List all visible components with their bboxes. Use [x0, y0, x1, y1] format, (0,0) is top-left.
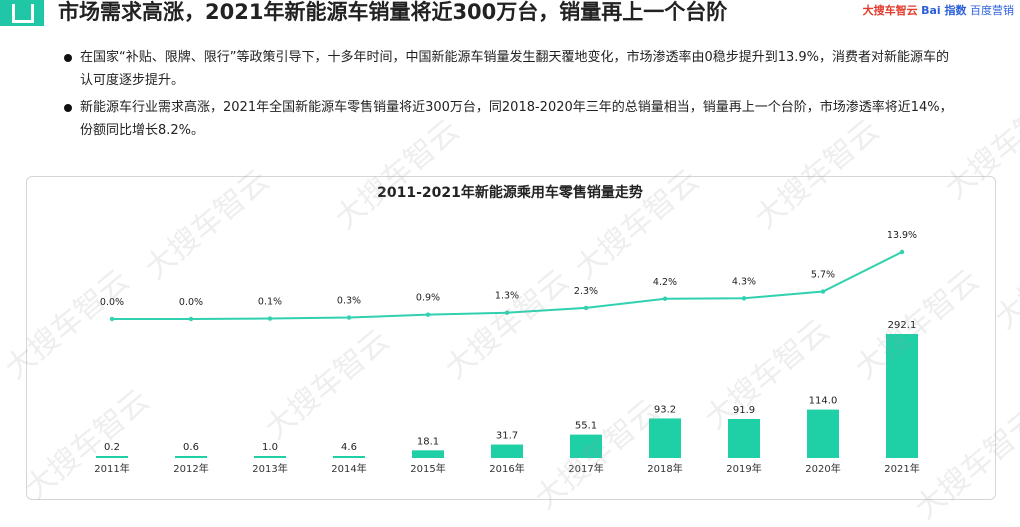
bullet-dot-icon — [64, 54, 72, 62]
bullet-list: 在国家“补贴、限牌、限行”等政策引导下，十多年时间，中国新能源车销量发生翻天覆地… — [64, 46, 954, 146]
penetration-label: 13.9% — [887, 230, 917, 241]
penetration-point — [662, 296, 668, 301]
penetration-point — [820, 289, 826, 294]
bar-value-label: 18.1 — [417, 436, 439, 447]
penetration-point — [504, 310, 510, 315]
bar-value-label: 1.0 — [262, 442, 278, 453]
sales-bar — [175, 456, 207, 458]
penetration-label: 0.0% — [179, 297, 203, 308]
penetration-point — [346, 315, 352, 320]
bullet-item: 新能源车行业需求高涨，2021年全国新能源车零售销量将近300万台，同2018-… — [64, 96, 954, 142]
brand-baidu-index: Bai 指数 — [921, 4, 967, 17]
bar-value-label: 31.7 — [496, 431, 518, 442]
penetration-label: 0.9% — [416, 293, 440, 304]
brand-dasouche: 大搜车智云 — [862, 4, 918, 17]
brand-logos: 大搜车智云 Bai 指数 百度营销 — [863, 2, 1014, 18]
bullet-item: 在国家“补贴、限牌、限行”等政策引导下，十多年时间，中国新能源车销量发生翻天覆地… — [64, 46, 954, 92]
page-title: 市场需求高涨，2021年新能源车销量将近300万台，销量再上一个台阶 — [58, 0, 728, 24]
sales-bar — [728, 418, 760, 458]
penetration-label: 1.3% — [495, 291, 519, 302]
penetration-label: 0.1% — [258, 297, 282, 308]
bar-value-label: 0.6 — [183, 442, 199, 453]
x-tick-label: 2021年 — [884, 462, 919, 475]
chart-title: 2011-2021年新能源乘用车零售销量走势 — [377, 185, 643, 201]
bar-value-label: 91.9 — [733, 405, 755, 416]
x-tick-label: 2012年 — [173, 462, 208, 475]
x-tick-label: 2014年 — [331, 462, 366, 475]
x-tick-label: 2011年 — [94, 462, 129, 475]
bullet-text: 新能源车行业需求高涨，2021年全国新能源车零售销量将近300万台，同2018-… — [80, 100, 953, 138]
penetration-point — [425, 312, 431, 317]
bar-value-label: 55.1 — [575, 421, 597, 432]
x-tick-label: 2018年 — [647, 462, 682, 475]
bar-value-label: 0.2 — [104, 442, 120, 453]
penetration-label: 0.3% — [337, 296, 361, 307]
penetration-point — [583, 305, 589, 311]
bullet-text: 在国家“补贴、限牌、限行”等政策引导下，十多年时间，中国新能源车销量发生翻天覆地… — [80, 50, 950, 88]
penetration-point — [188, 316, 194, 322]
penetration-point — [899, 249, 905, 255]
sales-bar — [649, 418, 681, 458]
x-tick-label: 2020年 — [805, 462, 840, 475]
x-tick-label: 2017年 — [568, 462, 603, 475]
x-tick-label: 2019年 — [726, 462, 761, 475]
sales-bar — [886, 334, 918, 458]
penetration-label: 2.3% — [574, 286, 598, 297]
penetration-label: 4.2% — [653, 277, 677, 288]
logo-mark-icon — [0, 0, 44, 26]
penetration-point — [741, 296, 747, 301]
sales-bar — [254, 456, 286, 458]
sales-bar — [96, 456, 128, 458]
penetration-label: 0.0% — [100, 297, 124, 308]
penetration-label: 4.3% — [732, 276, 756, 287]
sales-bar — [807, 409, 839, 458]
chart-panel — [26, 176, 996, 500]
penetration-point — [109, 316, 115, 322]
penetration-line — [112, 251, 903, 320]
sales-chart: 0.2 2011年 0.0% 0.6 2012年 0.0% 1.0 2013年 0.1% 4.6 2… — [94, 230, 919, 475]
brand-baidu-marketing: 百度营销 — [970, 4, 1014, 17]
x-tick-label: 2013年 — [252, 462, 287, 475]
sales-bar — [412, 450, 444, 458]
sales-bar — [333, 456, 365, 458]
sales-bar — [491, 444, 523, 458]
bullet-dot-icon — [64, 104, 72, 112]
sales-bar — [570, 434, 602, 458]
bar-value-label: 93.2 — [654, 404, 676, 415]
penetration-label: 5.7% — [811, 270, 835, 281]
bar-value-label: 292.1 — [888, 320, 917, 331]
bar-value-label: 4.6 — [341, 442, 357, 453]
bar-value-label: 114.0 — [809, 396, 838, 407]
penetration-point — [267, 316, 273, 321]
x-tick-label: 2016年 — [489, 462, 524, 475]
x-tick-label: 2015年 — [410, 462, 445, 475]
